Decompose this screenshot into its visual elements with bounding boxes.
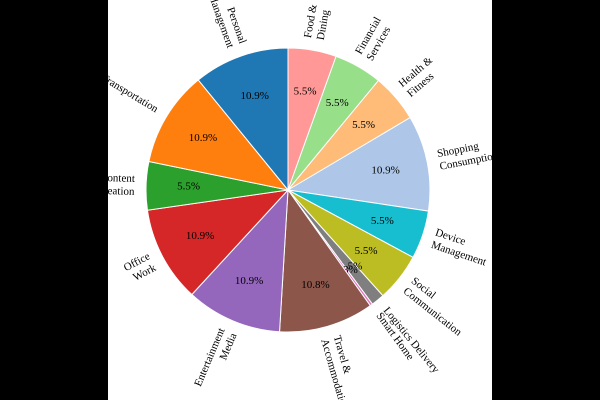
- category-label: ContentCreation: [96, 171, 135, 197]
- value-label: 10.9%: [240, 90, 268, 102]
- value-label: 10.9%: [235, 275, 263, 287]
- value-label: 10.9%: [189, 132, 217, 144]
- value-label: 5.5%: [294, 86, 317, 98]
- value-label: 10.9%: [371, 164, 399, 176]
- value-label: 5.5%: [326, 97, 349, 109]
- value-label: 5.5%: [355, 245, 378, 257]
- pie-slice: [286, 116, 431, 212]
- pie-slice: [197, 47, 289, 192]
- category-label: Food &Dining: [302, 3, 333, 41]
- pie-slice: [146, 189, 290, 296]
- pie-slice: [191, 188, 289, 333]
- value-label: 5.5%: [177, 181, 200, 193]
- value-label: 10.8%: [301, 279, 329, 291]
- pie-slice: [279, 188, 372, 333]
- value-label: 5.5%: [371, 215, 394, 227]
- value-label: 10.9%: [186, 230, 214, 242]
- pie-slice: [148, 79, 290, 191]
- value-label: 5.5%: [352, 119, 375, 131]
